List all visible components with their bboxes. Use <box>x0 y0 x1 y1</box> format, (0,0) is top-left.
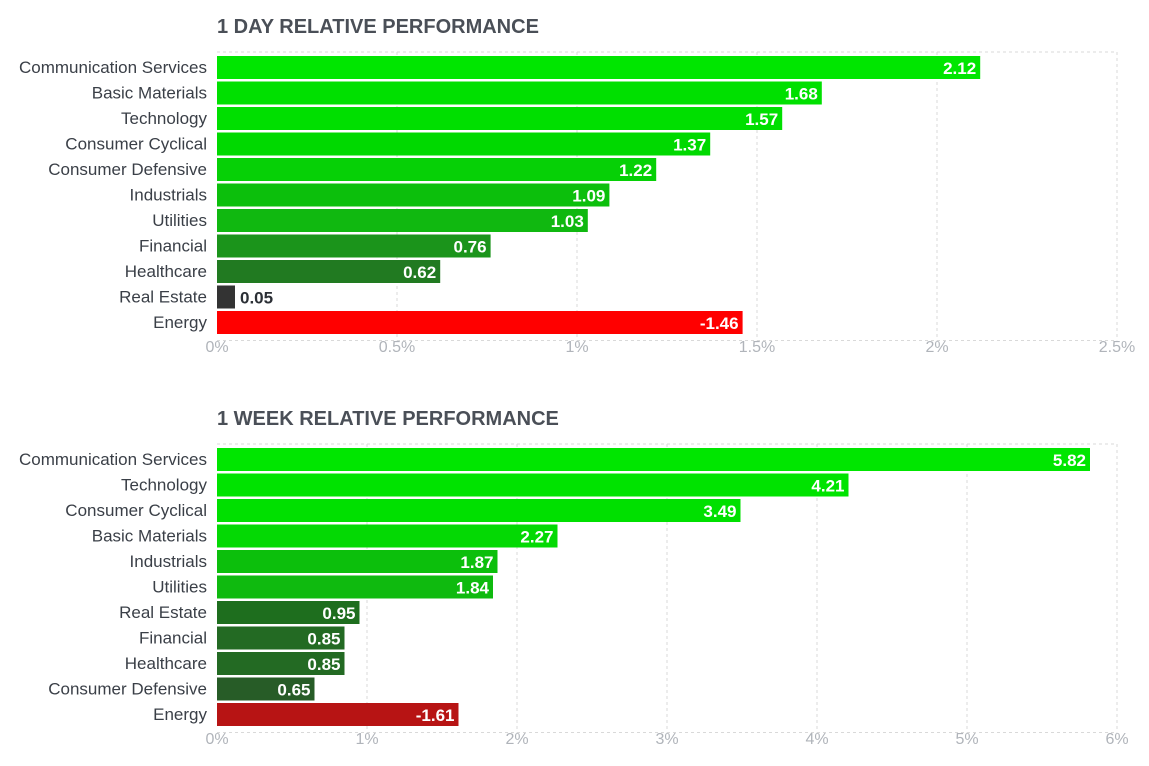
week-bar <box>217 524 558 548</box>
week-bar <box>217 652 345 675</box>
week-tick-label: 3% <box>655 731 678 748</box>
day-bar <box>217 311 743 334</box>
day-value-label: 1.03 <box>551 212 584 231</box>
day-category-label: Industrials <box>130 186 207 205</box>
day-bar <box>217 158 657 181</box>
week-value-label: 1.87 <box>460 553 493 572</box>
day-value-label: 1.57 <box>745 110 778 129</box>
week-bar <box>217 703 459 726</box>
week-category-label: Healthcare <box>125 654 207 673</box>
day-bar <box>217 81 822 105</box>
chart-title-1-week: 1 WEEK RELATIVE PERFORMANCE <box>217 408 559 430</box>
week-tick-label: 4% <box>805 731 828 748</box>
day-tick-label: 0.5% <box>379 339 415 356</box>
week-tick-label: 5% <box>955 731 978 748</box>
week-bar <box>217 499 741 522</box>
day-category-label: Basic Materials <box>92 84 207 103</box>
week-value-label: 1.84 <box>456 579 490 598</box>
week-tick-label: 0% <box>205 731 228 748</box>
week-category-label: Communication Services <box>19 450 207 469</box>
day-value-label: 1.22 <box>619 161 652 180</box>
week-category-label: Consumer Cyclical <box>65 501 207 520</box>
day-bar <box>217 260 441 283</box>
week-bar <box>217 550 498 573</box>
week-tick-label: 2% <box>505 731 528 748</box>
week-category-label: Consumer Defensive <box>48 680 207 699</box>
day-bar <box>217 132 711 156</box>
week-value-label: 0.85 <box>307 630 340 649</box>
day-bar <box>217 56 981 79</box>
day-category-label: Energy <box>153 313 207 332</box>
week-value-label: -1.61 <box>416 706 455 725</box>
day-category-label: Real Estate <box>119 288 207 307</box>
day-value-label: 0.76 <box>454 238 487 257</box>
day-bar <box>217 285 235 309</box>
week-category-label: Industrials <box>130 552 207 571</box>
week-value-label: 0.85 <box>307 655 340 674</box>
day-category-label: Consumer Defensive <box>48 160 207 179</box>
week-bar <box>217 601 360 624</box>
day-category-label: Communication Services <box>19 58 207 77</box>
week-category-label: Energy <box>153 705 207 724</box>
day-bar <box>217 234 491 258</box>
week-bar <box>217 575 493 599</box>
week-category-label: Financial <box>139 629 207 648</box>
day-bar <box>217 183 610 207</box>
week-bar <box>217 473 849 497</box>
week-tick-label: 6% <box>1105 731 1128 748</box>
week-bar <box>217 626 345 650</box>
chart-title-1-day: 1 DAY RELATIVE PERFORMANCE <box>217 16 539 38</box>
day-value-label: 0.62 <box>403 263 436 282</box>
day-value-label: -1.46 <box>700 314 739 333</box>
week-bar <box>217 448 1090 471</box>
week-category-label: Utilities <box>152 578 207 597</box>
week-category-label: Technology <box>121 476 208 495</box>
day-tick-label: 2.5% <box>1099 339 1135 356</box>
day-tick-label: 1.5% <box>739 339 775 356</box>
day-bar <box>217 107 783 130</box>
day-category-label: Consumer Cyclical <box>65 135 207 154</box>
day-value-label: 2.12 <box>943 59 976 78</box>
week-category-label: Real Estate <box>119 603 207 622</box>
day-tick-label: 0% <box>205 339 228 356</box>
day-category-label: Financial <box>139 237 207 256</box>
day-category-label: Utilities <box>152 211 207 230</box>
day-value-label: 0.05 <box>240 289 273 308</box>
week-bar <box>217 677 315 701</box>
day-bar <box>217 209 588 232</box>
day-category-label: Technology <box>121 109 208 128</box>
week-value-label: 4.21 <box>811 477 844 496</box>
week-value-label: 0.95 <box>322 604 355 623</box>
day-value-label: 1.09 <box>572 187 605 206</box>
day-category-label: Healthcare <box>125 262 207 281</box>
week-category-label: Basic Materials <box>92 527 207 546</box>
week-value-label: 3.49 <box>703 502 736 521</box>
day-tick-label: 2% <box>925 339 948 356</box>
day-value-label: 1.68 <box>785 85 818 104</box>
week-value-label: 5.82 <box>1053 451 1086 470</box>
day-tick-label: 1% <box>565 339 588 356</box>
week-value-label: 0.65 <box>277 681 310 700</box>
week-value-label: 2.27 <box>520 528 553 547</box>
week-tick-label: 1% <box>355 731 378 748</box>
day-value-label: 1.37 <box>673 136 706 155</box>
